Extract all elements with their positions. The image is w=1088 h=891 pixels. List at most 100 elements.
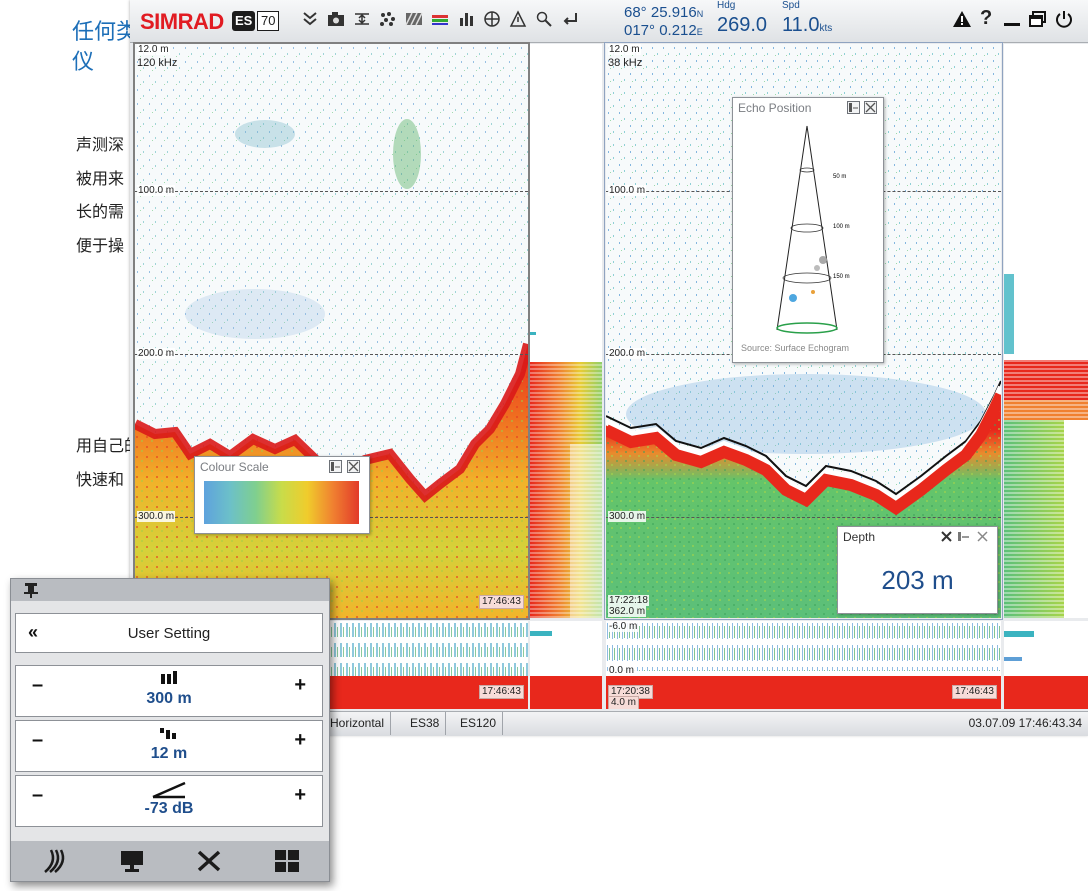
start-time-label: 17:22:18 <box>608 595 649 606</box>
surface-top-depth: -6.0 m <box>608 621 639 632</box>
depth-100-label: 100 m <box>833 224 850 230</box>
gain-value: -73 dB <box>144 800 194 817</box>
gain-row[interactable]: – -73 dB + <box>15 775 323 827</box>
hatch-icon[interactable] <box>404 10 424 30</box>
warning-triangle-icon[interactable] <box>508 10 528 30</box>
depth-window[interactable]: Depth 203 m <box>837 526 998 614</box>
range-row[interactable]: – 300 m + <box>15 665 323 717</box>
surface-bottom-depth: 0.0 m <box>608 665 636 676</box>
echogram-38khz[interactable]: 12.0 m 38 kHz 100.0 m 200.0 m 300.0 m 17… <box>606 44 1001 618</box>
depth-label-100: 100.0 m <box>608 185 647 196</box>
increase-button[interactable]: + <box>294 729 306 751</box>
frequency-label: 120 kHz <box>137 57 178 69</box>
surface-depth-label: 4.0 m <box>608 696 640 709</box>
increase-button[interactable]: + <box>294 674 306 696</box>
magnifier-icon[interactable] <box>534 10 554 30</box>
surface-histogram-38khz-canvas <box>1004 621 1088 709</box>
decrease-button[interactable]: – <box>32 784 44 806</box>
surface-histogram-120khz <box>530 621 602 709</box>
top-depth-label: 12.0 m <box>137 44 170 55</box>
para1-line-1: 声测深 <box>76 135 125 154</box>
start-range-row[interactable]: – 12 m + <box>15 720 323 772</box>
colour-bar-icon[interactable] <box>430 10 450 30</box>
menu-header <box>11 579 329 601</box>
pin-icon[interactable] <box>23 582 39 598</box>
close-icon[interactable] <box>976 530 989 543</box>
tools-icon[interactable] <box>195 848 223 874</box>
alarm-icon[interactable] <box>952 9 972 35</box>
start-depth-label: 362.0 m <box>608 606 647 617</box>
model-badge: 70 <box>257 11 280 31</box>
speed-value: 11.0kts <box>782 14 833 36</box>
display-icon[interactable] <box>118 848 146 874</box>
user-setting-menu[interactable]: « User Setting – 300 m + – 12 m + – -73 … <box>10 578 330 882</box>
depth-150-label: 150 m <box>833 274 850 280</box>
para1-line-3: 长的需 <box>76 202 125 221</box>
depth-line-300 <box>606 517 1001 518</box>
dock-button[interactable] <box>957 530 970 543</box>
histogram-38khz-canvas <box>1004 44 1088 618</box>
title-line-1: 任何类 <box>72 20 130 45</box>
depth-title: Depth <box>843 530 876 544</box>
heading-label: Hdg <box>717 0 736 11</box>
chevron-down-icon[interactable] <box>300 10 320 30</box>
depth-label-100: 100.0 m <box>137 185 176 196</box>
menu-title: User Setting <box>127 625 211 642</box>
echo-position-window[interactable]: Echo Position 50 m 100 m 150 m Source: S… <box>732 97 884 363</box>
tab-es38[interactable]: ES38 <box>404 712 447 735</box>
decrease-button[interactable]: – <box>32 729 44 751</box>
depth-label-300: 300.0 m <box>137 511 176 522</box>
depth-50-label: 50 m <box>833 174 847 180</box>
crosshair-icon[interactable] <box>482 10 502 30</box>
dock-button[interactable] <box>329 460 342 473</box>
histogram-120khz <box>530 44 602 618</box>
power-icon[interactable] <box>1054 9 1074 35</box>
start-range-icon <box>16 725 322 746</box>
surface-end-time: 17:46:43 <box>952 685 997 699</box>
minimize-icon[interactable] <box>1002 9 1022 35</box>
scatter-icon[interactable] <box>378 10 398 30</box>
help-icon[interactable]: ? <box>980 7 993 29</box>
restore-window-icon[interactable] <box>1028 9 1048 35</box>
close-icon[interactable] <box>864 101 877 114</box>
menu-title-row[interactable]: « User Setting <box>15 613 323 653</box>
depth-line-100 <box>135 191 528 192</box>
gain-slope-icon <box>16 780 322 805</box>
histogram-120khz-canvas <box>530 44 602 618</box>
dock-button[interactable] <box>847 101 860 114</box>
start-range-value: 12 m <box>150 745 188 762</box>
increase-button[interactable]: + <box>294 784 306 806</box>
tools-icon[interactable] <box>940 530 953 543</box>
surface-echogram-38khz[interactable]: -6.0 m 0.0 m 17:20:38 4.0 m 17:46:43 <box>606 621 1001 709</box>
para1-line-4: 便于操 <box>76 236 125 255</box>
colour-scale-window[interactable]: Colour Scale <box>194 456 370 534</box>
decrease-button[interactable]: – <box>32 674 44 696</box>
range-icon[interactable] <box>352 10 372 30</box>
tab-horizontal[interactable]: Horizontal <box>324 712 392 735</box>
depth-label-300: 300.0 m <box>608 511 647 522</box>
colour-scale-title: Colour Scale <box>200 460 269 474</box>
echo-position-cone <box>776 125 838 334</box>
es-badge: ES <box>232 11 256 31</box>
es70-app-window: SIMRAD ES 70 <box>130 0 1088 736</box>
tab-es120[interactable]: ES120 <box>454 712 504 735</box>
menu-footer <box>11 841 329 881</box>
colour-scale-bar <box>204 481 359 524</box>
bar-chart-icon[interactable] <box>456 10 476 30</box>
echogram-icon[interactable] <box>41 848 69 874</box>
camera-icon[interactable] <box>326 10 346 30</box>
para2-line-2: 快速和 <box>76 470 125 489</box>
depth-label-200: 200.0 m <box>137 348 176 359</box>
back-icon[interactable]: « <box>28 622 39 642</box>
top-depth-label: 12.0 m <box>608 44 641 55</box>
close-icon[interactable] <box>347 460 360 473</box>
frequency-label: 38 kHz <box>608 57 643 69</box>
title-line-2: 仪 <box>72 50 95 75</box>
layout-icon[interactable] <box>273 848 301 874</box>
longitude-readout: 017° 0.212E <box>624 22 703 39</box>
surface-histogram-38khz <box>1004 621 1088 709</box>
para2-line-1: 用自己的 <box>76 436 130 455</box>
return-icon[interactable] <box>560 10 580 30</box>
top-toolbar: SIMRAD ES 70 <box>130 0 1088 43</box>
echo-position-title: Echo Position <box>738 101 812 115</box>
